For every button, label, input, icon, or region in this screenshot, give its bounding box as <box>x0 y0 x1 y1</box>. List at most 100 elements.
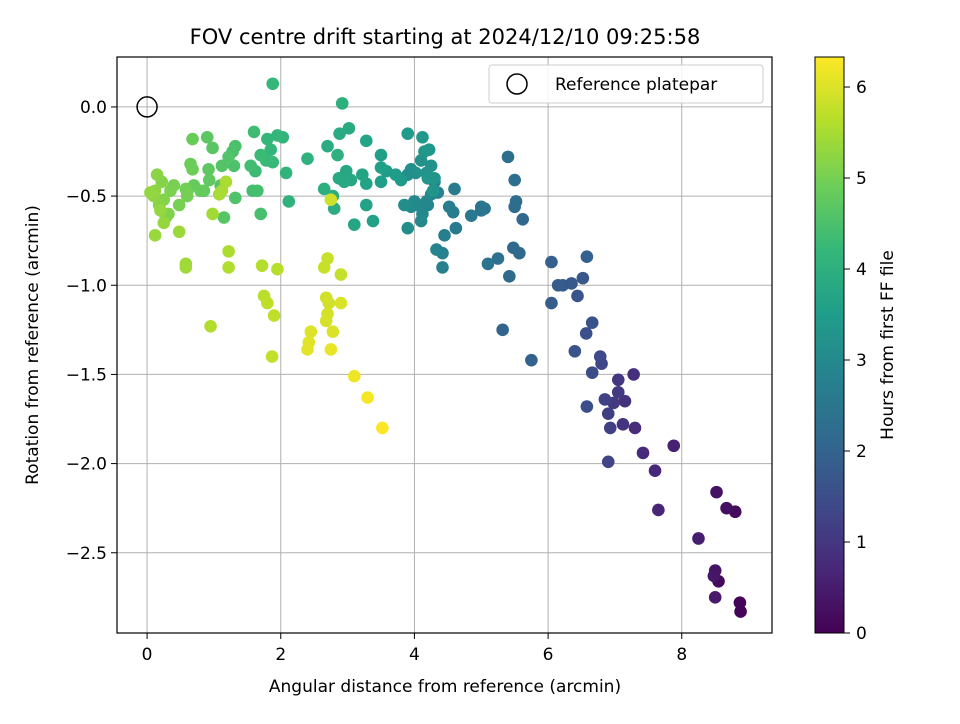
data-point <box>326 325 340 338</box>
data-point <box>667 439 681 453</box>
data-point <box>545 296 558 310</box>
data-point <box>148 229 162 242</box>
data-point <box>244 159 257 173</box>
y-axis-label: Rotation from reference (arcmin) <box>23 205 43 485</box>
data-point <box>525 353 538 367</box>
colorbar-gradient <box>814 56 845 634</box>
data-point <box>186 132 199 146</box>
data-point <box>585 366 599 379</box>
data-point <box>374 161 388 174</box>
data-point <box>438 229 451 242</box>
data-point <box>180 189 194 203</box>
data-point <box>611 385 625 399</box>
data-point <box>579 327 593 340</box>
data-point <box>144 186 157 199</box>
data-point <box>334 296 348 310</box>
data-point <box>436 261 449 274</box>
data-point <box>335 97 349 110</box>
data-point <box>317 182 331 196</box>
data-point <box>692 532 705 545</box>
data-point <box>449 221 463 235</box>
data-point <box>618 394 632 408</box>
data-point <box>264 143 278 157</box>
data-point <box>421 171 435 185</box>
colorbar-tick-label: 2 <box>856 442 867 462</box>
data-point <box>261 132 274 146</box>
legend-marker <box>506 73 528 95</box>
data-point <box>202 163 215 176</box>
data-point <box>333 127 346 140</box>
data-point <box>361 391 374 404</box>
data-point <box>304 325 318 338</box>
y-tick-label: 0.0 <box>80 98 107 118</box>
data-point <box>219 175 233 189</box>
data-point <box>551 278 565 292</box>
y-tick-label: −1.5 <box>66 365 107 385</box>
data-point <box>401 221 415 235</box>
data-point <box>707 569 721 583</box>
data-point <box>324 343 338 356</box>
data-point <box>319 314 333 328</box>
data-point <box>422 143 436 157</box>
data-point <box>409 166 423 180</box>
data-point <box>416 130 429 144</box>
data-point <box>254 148 267 162</box>
data-point <box>576 271 590 285</box>
data-point <box>491 252 505 265</box>
data-point <box>157 216 171 230</box>
data-point <box>360 134 373 148</box>
x-axis-ticks: 0 2 4 6 8 <box>142 633 687 665</box>
data-point <box>222 245 235 258</box>
data-point <box>251 184 264 198</box>
data-point <box>321 139 334 153</box>
data-point <box>501 150 515 164</box>
data-point <box>601 455 615 469</box>
data-point <box>255 259 269 272</box>
data-point <box>179 261 193 274</box>
data-point <box>301 343 314 356</box>
data-point <box>334 268 348 281</box>
data-point <box>710 485 723 499</box>
scatter-points <box>144 77 747 618</box>
data-point <box>265 350 279 363</box>
data-point <box>271 129 284 142</box>
y-tick-label: −1.0 <box>66 276 107 296</box>
data-point <box>266 77 280 91</box>
data-point <box>401 127 415 140</box>
data-point <box>481 257 495 271</box>
data-point <box>222 150 235 164</box>
grid-lines <box>117 57 772 633</box>
y-tick-label: −0.5 <box>66 187 107 207</box>
data-point <box>652 503 665 517</box>
data-point <box>347 218 361 231</box>
plot-frame <box>116 56 773 634</box>
data-point <box>496 323 509 337</box>
data-point <box>628 421 642 435</box>
data-point <box>720 501 733 515</box>
colorbar-tick-label: 4 <box>856 260 867 280</box>
data-point <box>376 421 389 435</box>
data-point <box>247 125 261 139</box>
x-tick-label: 8 <box>676 645 687 665</box>
data-point <box>206 207 219 221</box>
data-point <box>426 184 440 198</box>
data-point <box>204 319 217 333</box>
chart-title: FOV centre drift starting at 2024/12/10 … <box>190 25 701 49</box>
colorbar-ticks: 0 1 2 3 4 5 6 <box>844 78 867 644</box>
data-point <box>580 400 594 413</box>
data-point <box>202 173 216 187</box>
data-point <box>279 166 293 180</box>
data-point <box>603 421 617 435</box>
data-point <box>509 195 523 208</box>
data-point <box>636 446 650 460</box>
data-point <box>398 198 411 212</box>
data-point <box>598 393 612 406</box>
data-point <box>186 163 199 176</box>
data-point <box>374 148 388 162</box>
data-point <box>200 130 214 144</box>
data-point <box>317 261 331 274</box>
data-point <box>708 591 722 604</box>
x-axis-label: Angular distance from reference (arcmin) <box>269 677 621 697</box>
data-point <box>474 200 488 214</box>
